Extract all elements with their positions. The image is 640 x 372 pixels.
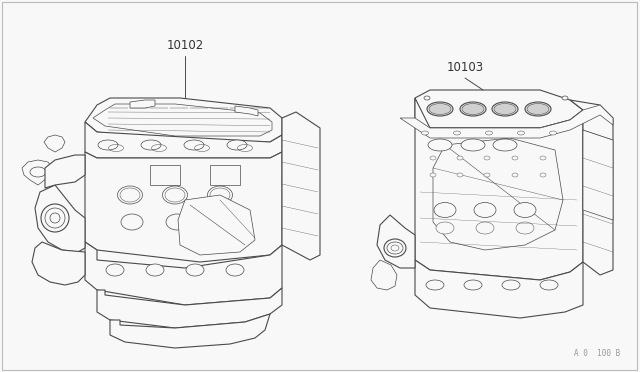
Ellipse shape: [227, 140, 247, 150]
Polygon shape: [150, 165, 180, 185]
Ellipse shape: [226, 264, 244, 276]
Polygon shape: [85, 98, 282, 142]
Ellipse shape: [502, 280, 520, 290]
Ellipse shape: [476, 222, 494, 234]
Ellipse shape: [540, 173, 546, 177]
Ellipse shape: [486, 131, 493, 135]
Ellipse shape: [512, 173, 518, 177]
Ellipse shape: [527, 103, 549, 115]
Text: 10103: 10103: [447, 61, 484, 74]
Ellipse shape: [512, 156, 518, 160]
Ellipse shape: [516, 222, 534, 234]
Ellipse shape: [384, 239, 406, 257]
Ellipse shape: [494, 103, 516, 115]
Polygon shape: [44, 135, 65, 152]
Polygon shape: [22, 160, 52, 185]
Ellipse shape: [424, 96, 430, 100]
Ellipse shape: [464, 280, 482, 290]
Polygon shape: [400, 105, 613, 138]
Ellipse shape: [106, 264, 124, 276]
Ellipse shape: [454, 131, 461, 135]
Polygon shape: [85, 242, 282, 305]
Ellipse shape: [540, 280, 558, 290]
Ellipse shape: [430, 173, 436, 177]
Ellipse shape: [457, 173, 463, 177]
Polygon shape: [415, 98, 583, 280]
Polygon shape: [235, 106, 258, 116]
Ellipse shape: [428, 139, 452, 151]
Ellipse shape: [484, 156, 490, 160]
Ellipse shape: [118, 186, 143, 204]
Polygon shape: [35, 185, 85, 252]
Polygon shape: [415, 90, 583, 128]
Polygon shape: [583, 130, 613, 220]
Ellipse shape: [493, 139, 517, 151]
Ellipse shape: [474, 202, 496, 218]
Polygon shape: [110, 314, 270, 348]
Ellipse shape: [562, 96, 568, 100]
Ellipse shape: [436, 222, 454, 234]
Polygon shape: [85, 122, 282, 158]
Ellipse shape: [457, 156, 463, 160]
Polygon shape: [371, 260, 397, 290]
Ellipse shape: [121, 214, 143, 230]
Ellipse shape: [550, 131, 557, 135]
Ellipse shape: [492, 102, 518, 116]
Ellipse shape: [163, 186, 188, 204]
Ellipse shape: [525, 102, 551, 116]
Ellipse shape: [184, 140, 204, 150]
Ellipse shape: [461, 139, 485, 151]
Ellipse shape: [430, 156, 436, 160]
Text: 10102: 10102: [166, 39, 204, 52]
Ellipse shape: [41, 204, 69, 232]
Ellipse shape: [427, 102, 453, 116]
Ellipse shape: [186, 264, 204, 276]
Ellipse shape: [518, 131, 525, 135]
Ellipse shape: [98, 140, 118, 150]
Polygon shape: [178, 195, 255, 255]
Ellipse shape: [514, 202, 536, 218]
Polygon shape: [45, 155, 85, 188]
Polygon shape: [130, 100, 155, 108]
Polygon shape: [32, 242, 85, 285]
Ellipse shape: [207, 186, 232, 204]
Text: A 0  100 B: A 0 100 B: [573, 349, 620, 358]
Polygon shape: [85, 152, 282, 262]
Ellipse shape: [166, 214, 188, 230]
Polygon shape: [570, 100, 613, 275]
Polygon shape: [415, 260, 583, 318]
Ellipse shape: [462, 103, 484, 115]
Ellipse shape: [211, 214, 233, 230]
Ellipse shape: [141, 140, 161, 150]
Ellipse shape: [460, 102, 486, 116]
Polygon shape: [433, 138, 563, 250]
Polygon shape: [377, 215, 415, 268]
Ellipse shape: [484, 173, 490, 177]
Polygon shape: [210, 165, 240, 185]
Polygon shape: [282, 112, 320, 260]
Ellipse shape: [422, 131, 429, 135]
Ellipse shape: [426, 280, 444, 290]
Ellipse shape: [429, 103, 451, 115]
Ellipse shape: [146, 264, 164, 276]
Polygon shape: [97, 288, 282, 328]
Ellipse shape: [540, 156, 546, 160]
Ellipse shape: [434, 202, 456, 218]
